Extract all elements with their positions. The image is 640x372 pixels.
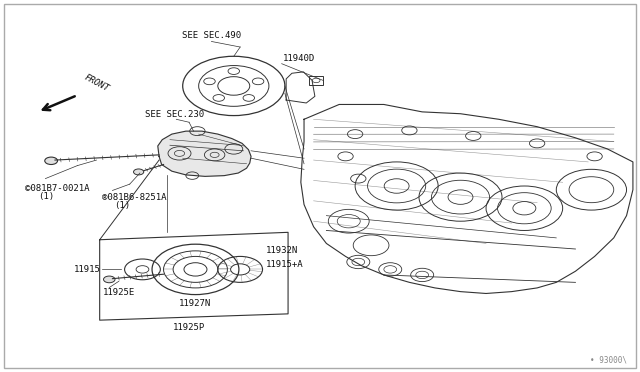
Text: (1): (1) [38, 192, 54, 201]
Bar [309, 76, 323, 84]
Circle shape [134, 169, 144, 175]
Text: SEE SEC.490: SEE SEC.490 [182, 31, 241, 39]
Text: 11925E: 11925E [103, 288, 135, 297]
Text: (1): (1) [115, 201, 131, 210]
Text: 11915+A: 11915+A [266, 260, 303, 269]
Circle shape [104, 276, 115, 283]
Text: FRONT: FRONT [83, 73, 110, 93]
Text: 11915: 11915 [74, 265, 100, 274]
Polygon shape [158, 131, 251, 176]
Text: 11925P: 11925P [173, 323, 205, 332]
Text: ®081B6-8251A: ®081B6-8251A [102, 193, 166, 202]
Text: 11932N: 11932N [266, 246, 298, 254]
Text: ©081B7-0021A: ©081B7-0021A [25, 184, 90, 193]
Text: 11940D: 11940D [283, 54, 316, 62]
Text: • 93000\: • 93000\ [589, 356, 627, 365]
Circle shape [45, 157, 58, 164]
Text: 11927N: 11927N [179, 299, 212, 308]
Text: SEE SEC.230: SEE SEC.230 [145, 109, 204, 119]
